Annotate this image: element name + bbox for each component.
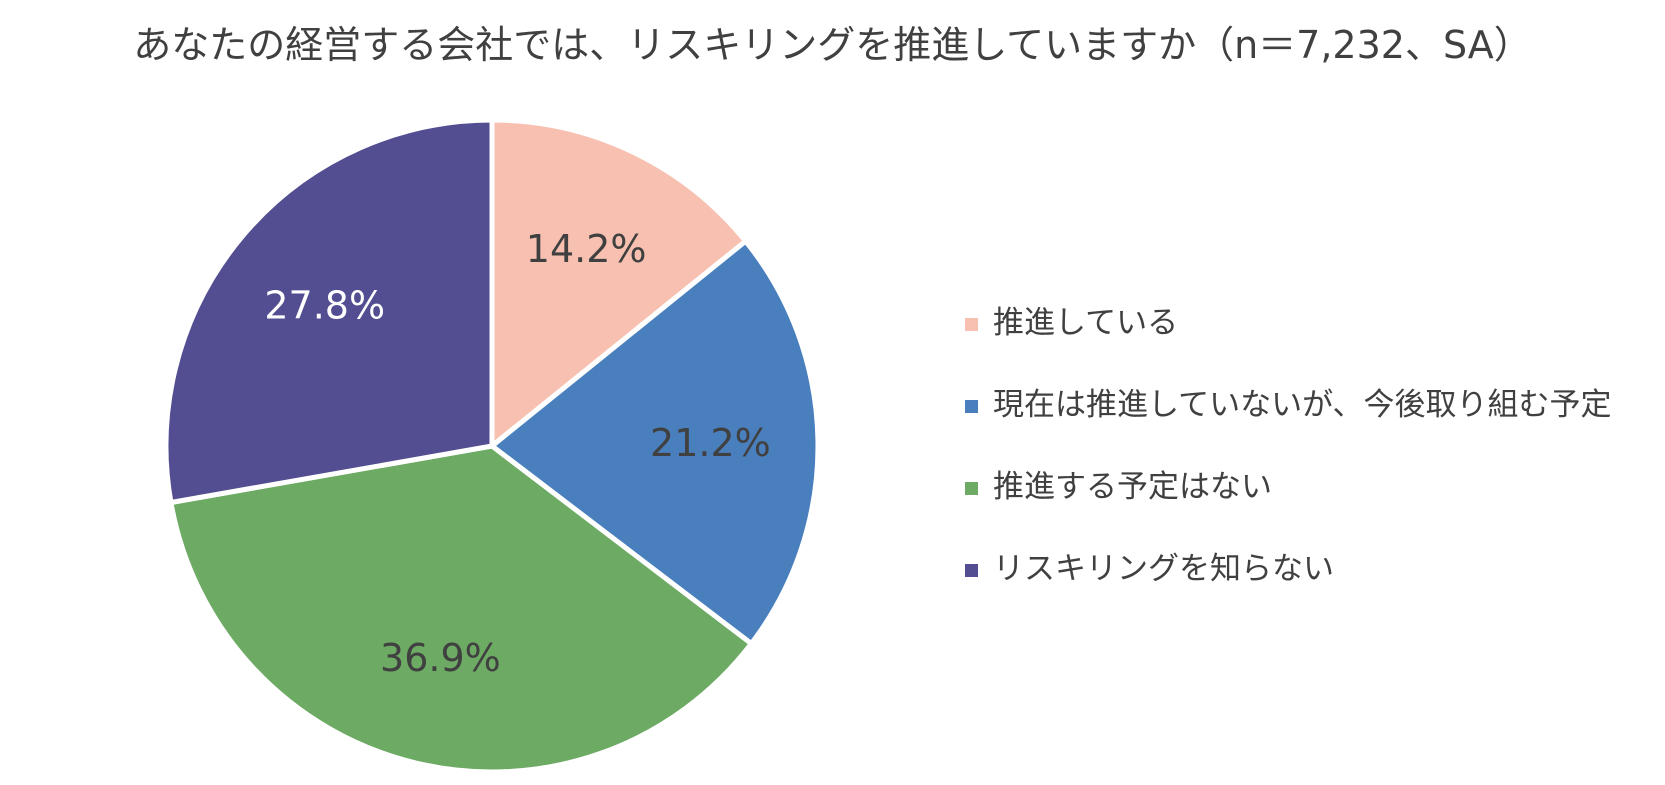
- data-label-unaware: 27.8%: [264, 284, 385, 328]
- legend-swatch-plan-to-start: [965, 400, 978, 413]
- legend-label-promoting: 推進している: [993, 305, 1179, 341]
- chart-title: あなたの経営する会社では、リスキリングを推進していますか（n＝7,232、SA）: [133, 23, 1532, 67]
- legend-swatch-promoting: [965, 318, 978, 331]
- legend-label-plan-to-start: 現在は推進していないが、今後取り組む予定: [993, 387, 1612, 423]
- pie-slice-promoting: [489, 117, 749, 449]
- pie-slice-no-plan: [168, 443, 754, 775]
- legend-label-unaware: リスキリングを知らない: [993, 551, 1334, 587]
- data-label-no-plan: 36.9%: [380, 636, 501, 680]
- pie-slice-plan-to-start: [489, 238, 821, 647]
- pie-slice-unaware: [163, 117, 495, 505]
- legend-label-no-plan: 推進する予定はない: [993, 469, 1272, 505]
- data-label-promoting: 14.2%: [526, 227, 647, 271]
- legend-swatch-no-plan: [965, 482, 978, 495]
- legend-swatch-unaware: [965, 564, 978, 577]
- pie-data-labels: 14.2% 21.2% 36.9% 27.8%: [264, 227, 770, 680]
- data-label-plan-to-start: 21.2%: [650, 421, 771, 465]
- pie-slices: [163, 117, 821, 775]
